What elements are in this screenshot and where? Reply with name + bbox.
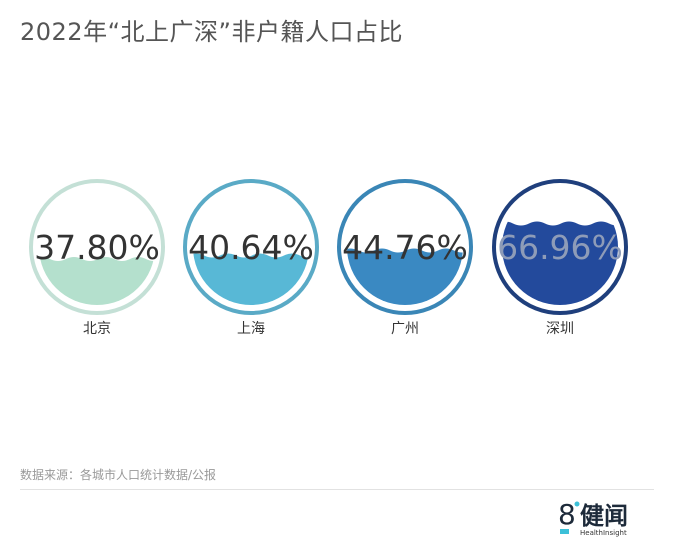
value-label: 40.64% [188, 228, 314, 267]
liquid-fill [502, 221, 618, 305]
healthinsight-logo: 8 健闻 HealthInsight [558, 498, 628, 537]
category-label: 上海 [237, 321, 265, 337]
gauge-4: 66.96% 深圳 [492, 179, 628, 337]
value-label: 66.96% [497, 228, 623, 267]
gauge-1: 37.80% 北京 [29, 179, 165, 337]
data-source: 数据来源：各城市人口统计数据/公报 [20, 468, 217, 482]
gauge-3: 44.76% 广州 [337, 179, 473, 337]
category-label: 北京 [83, 321, 111, 337]
category-label: 广州 [391, 321, 419, 337]
divider [20, 489, 654, 490]
liquid-fill-chart: 37.80% 北京 40.64% 上海 44.76% 广州 66.96% 深圳 [29, 179, 628, 337]
liquid-fill [347, 248, 463, 305]
svg-text:8: 8 [558, 498, 576, 531]
svg-text:健闻: 健闻 [580, 502, 628, 530]
svg-text:HealthInsight: HealthInsight [580, 529, 627, 537]
chart-title: 2022年“北上广深”非户籍人口占比 [20, 18, 403, 46]
value-label: 44.76% [342, 228, 468, 267]
category-label: 深圳 [546, 321, 574, 337]
value-label: 37.80% [34, 228, 160, 267]
gauge-2: 40.64% 上海 [183, 179, 319, 337]
